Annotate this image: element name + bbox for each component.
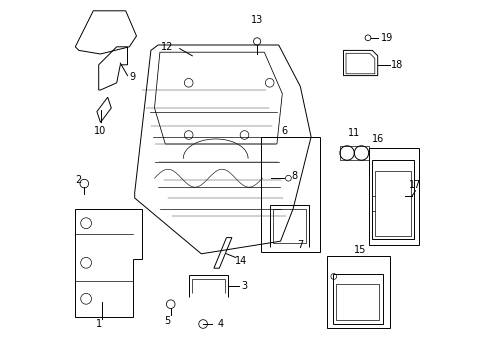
Text: 5: 5 xyxy=(163,316,170,326)
Bar xyxy=(336,284,379,320)
Text: 1: 1 xyxy=(96,319,102,329)
Bar xyxy=(326,256,389,328)
Text: 17: 17 xyxy=(408,180,421,190)
Bar xyxy=(272,209,306,243)
Bar xyxy=(339,146,368,160)
Text: 2: 2 xyxy=(75,175,81,185)
Text: 13: 13 xyxy=(250,15,263,25)
Text: 15: 15 xyxy=(353,245,365,255)
Text: 14: 14 xyxy=(234,256,246,266)
Bar xyxy=(332,274,382,324)
Bar xyxy=(260,137,320,252)
Text: 11: 11 xyxy=(347,128,360,138)
Text: 8: 8 xyxy=(291,171,297,181)
Text: 10: 10 xyxy=(94,126,106,136)
Bar xyxy=(374,171,410,236)
Text: 18: 18 xyxy=(390,60,403,70)
Text: 4: 4 xyxy=(218,319,224,329)
Bar xyxy=(368,148,418,245)
Text: 6: 6 xyxy=(281,126,286,136)
Text: 16: 16 xyxy=(371,134,383,144)
Bar xyxy=(371,160,413,239)
Text: 3: 3 xyxy=(241,281,247,291)
Text: 12: 12 xyxy=(161,42,173,52)
Text: 7: 7 xyxy=(297,240,303,250)
Text: 9: 9 xyxy=(130,72,136,82)
Text: 19: 19 xyxy=(380,33,392,43)
